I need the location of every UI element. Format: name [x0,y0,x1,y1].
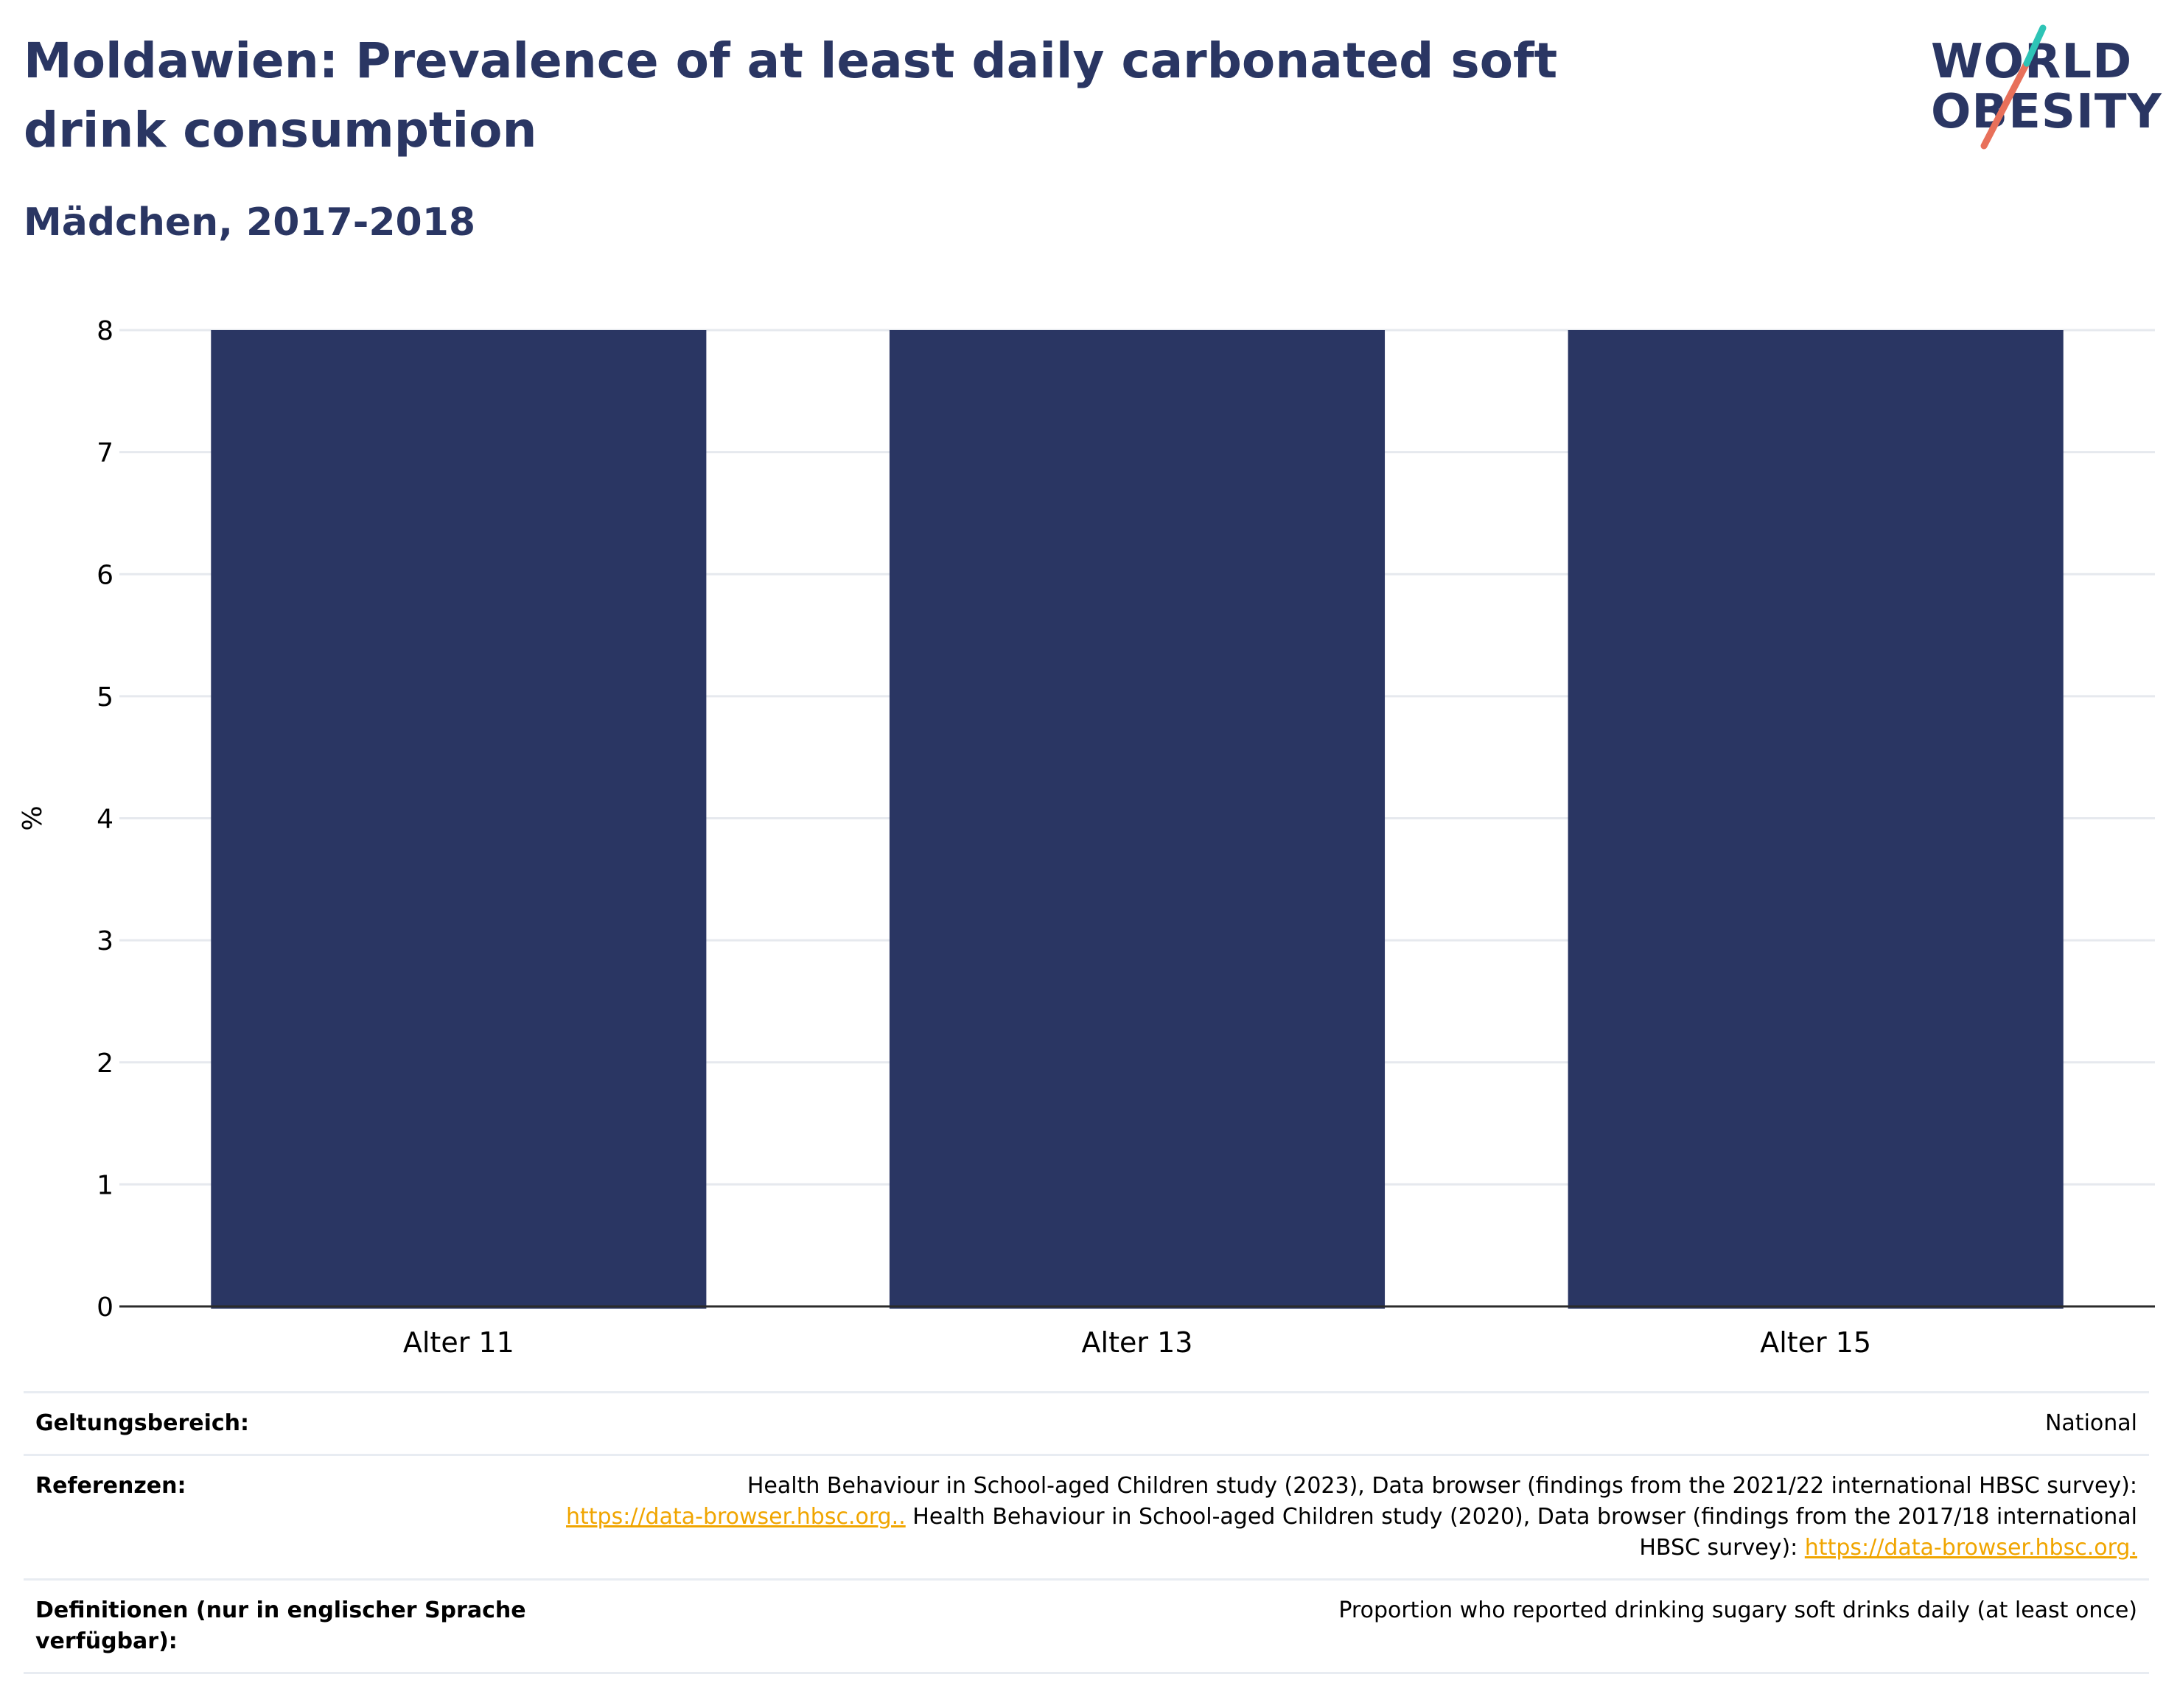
scope-value: National [2044,1410,2137,1436]
world-obesity-logo: WORLD OBESITY [1916,22,2167,162]
x-tick-labels: Alter 11 Alter 13 Alter 15 [403,1326,1871,1359]
references-value: Health Behaviour in School-aged Children… [566,1471,2137,1564]
info-row-scope: Geltungsbereich: National [24,1391,2149,1454]
logo-word-obesity: OBESITY [1931,85,2162,139]
y-tick-label: 2 [97,1049,113,1079]
y-tick-label: 7 [97,438,113,469]
bars [211,330,2064,1309]
bar[interactable] [211,330,707,1309]
references-text-1: Health Behaviour in School-aged Children… [747,1473,2137,1499]
y-tick-label: 4 [97,805,113,835]
definitions-value: Proportion who reported drinking sugary … [1338,1597,2137,1623]
references-link-2[interactable]: https://data-browser.hbsc.org. [1804,1535,2137,1561]
y-tick-label: 3 [97,926,113,956]
chart-subtitle: Mädchen, 2017-2018 [24,200,476,245]
x-tick-label: Alter 11 [403,1326,514,1359]
x-tick-label: Alter 15 [1760,1326,1871,1359]
y-axis-label: % [18,805,48,830]
info-row-references: Referenzen: Health Behaviour in School-a… [24,1454,2149,1578]
bar[interactable] [889,330,1386,1309]
bar-chart: 0 1 2 3 4 5 6 7 8 Alter 11 Alter 13 Alter 15 % [18,316,2155,1359]
info-row-definitions: Definitionen (nur in englischer Sprache … [24,1578,2149,1674]
info-table: Geltungsbereich: National Referenzen: He… [24,1391,2149,1674]
chart-title: Moldawien: Prevalence of at least daily … [24,32,1558,158]
y-tick-labels: 0 1 2 3 4 5 6 7 8 [97,316,113,1323]
y-tick-label: 5 [97,682,113,713]
y-tick-label: 0 [97,1292,113,1323]
references-text-2: Health Behaviour in School-aged Children… [905,1504,2137,1561]
references-label: Referenzen: [35,1473,186,1499]
scope-label: Geltungsbereich: [35,1410,250,1436]
references-link-1[interactable]: https://data-browser.hbsc.org.. [566,1504,906,1530]
definitions-label: Definitionen (nur in englischer Sprache … [35,1597,526,1654]
y-tick-label: 6 [97,560,113,590]
x-tick-label: Alter 13 [1082,1326,1193,1359]
y-tick-label: 1 [97,1170,113,1200]
y-tick-label: 8 [97,316,113,346]
bar[interactable] [1568,330,2064,1309]
logo-slash-icon [1980,24,2047,150]
